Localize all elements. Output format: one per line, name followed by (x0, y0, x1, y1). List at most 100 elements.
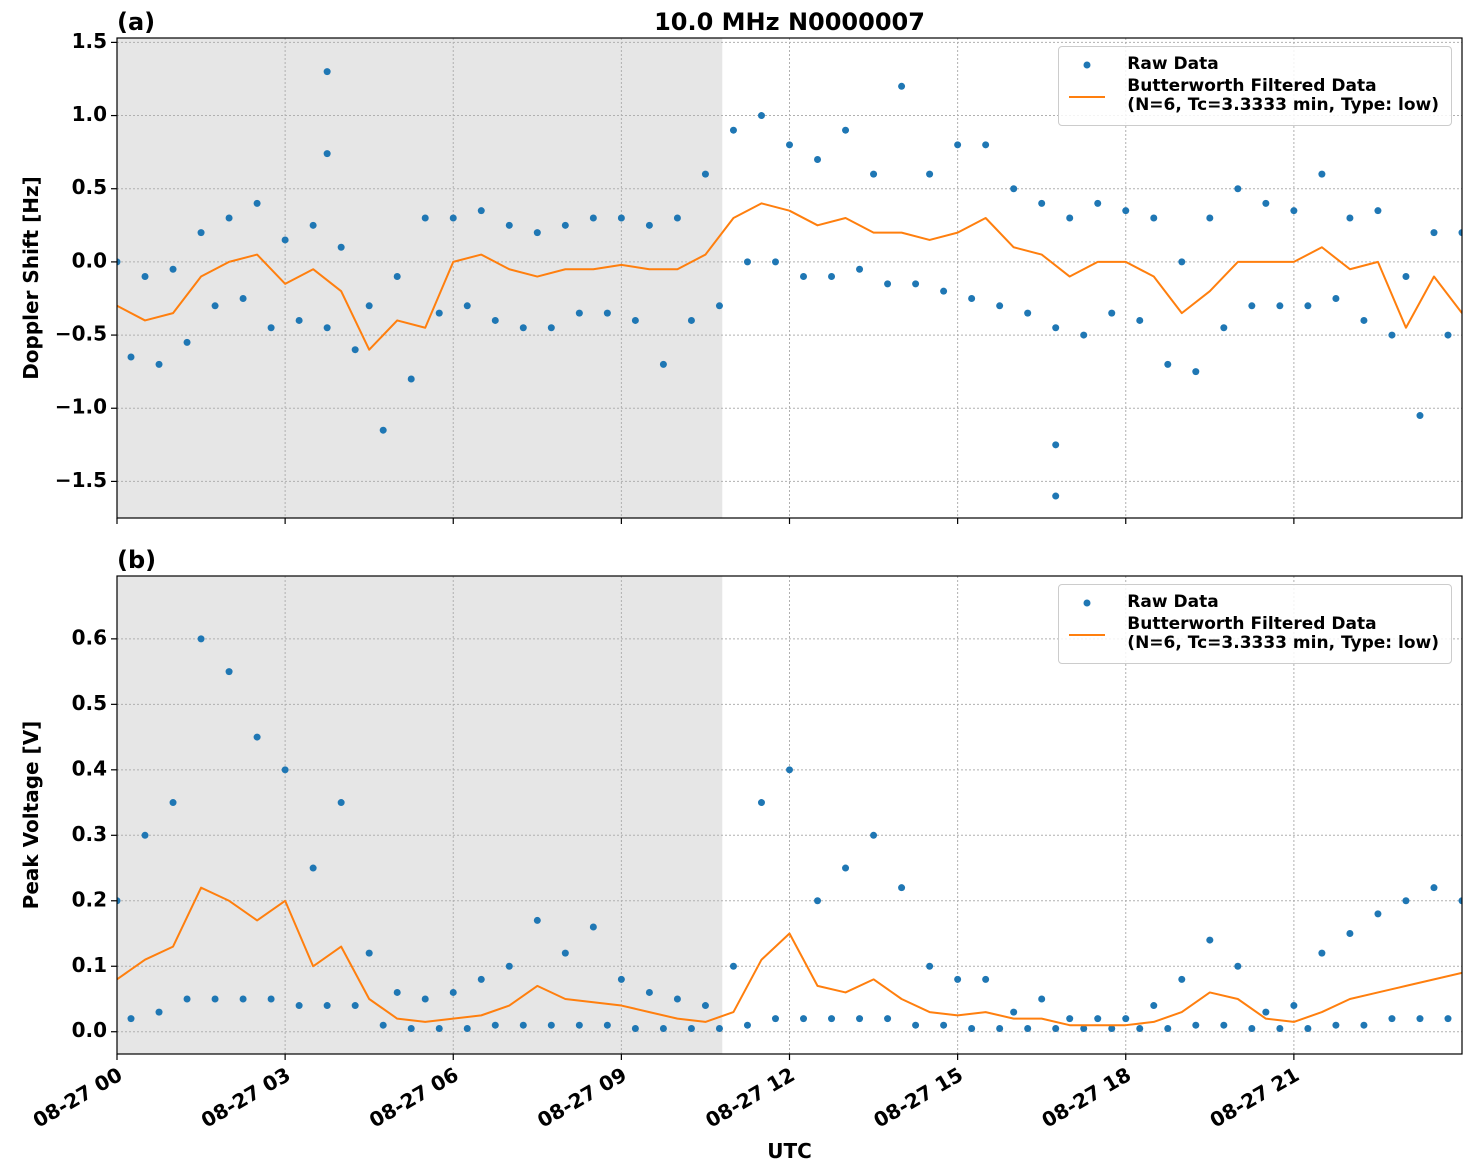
raw-point (1178, 258, 1186, 266)
raw-point (435, 309, 443, 317)
raw-point (519, 1021, 527, 1029)
raw-point (127, 353, 135, 361)
raw-point (295, 1002, 303, 1010)
raw-point (856, 265, 864, 273)
raw-point (1318, 949, 1326, 957)
legend-key (1069, 625, 1106, 645)
y-tick-label: 0.5 (72, 175, 107, 199)
raw-point (1108, 309, 1116, 317)
raw-point (659, 360, 667, 368)
filtered-line (117, 202, 1462, 351)
legend-entry: Butterworth Filtered Data (N=6, Tc=3.333… (1069, 77, 1439, 115)
raw-point (982, 975, 990, 983)
raw-point (701, 1002, 709, 1010)
y-axis-label: Doppler Shift [Hz] (19, 176, 43, 380)
y-tick-label: 1.5 (72, 29, 107, 53)
raw-point (365, 949, 373, 957)
legend-label: Raw Data (1127, 54, 1219, 74)
raw-point (561, 221, 569, 229)
raw-point (211, 302, 219, 310)
raw-point (505, 221, 513, 229)
raw-point (1388, 331, 1396, 339)
raw-point (1094, 199, 1102, 207)
raw-point (842, 126, 850, 134)
raw-point (1458, 897, 1462, 905)
raw-point (940, 1021, 948, 1029)
raw-point (225, 214, 233, 222)
raw-point (1192, 1021, 1200, 1029)
raw-point (1360, 1021, 1368, 1029)
raw-point (1318, 170, 1326, 178)
raw-point (800, 273, 808, 281)
x-tick-label: 08-27 03 (197, 1062, 295, 1132)
raw-point (239, 995, 247, 1003)
raw-point (561, 949, 569, 957)
raw-point (1052, 492, 1060, 500)
raw-point (449, 214, 457, 222)
raw-point (996, 302, 1004, 310)
raw-point (1374, 910, 1382, 918)
raw-point (1052, 441, 1060, 449)
y-tick-label: 0.2 (72, 887, 107, 911)
raw-point (351, 346, 359, 354)
raw-point (757, 112, 765, 120)
raw-point (533, 916, 541, 924)
raw-point (1066, 1015, 1074, 1023)
raw-point (1416, 412, 1424, 420)
raw-point (617, 214, 625, 222)
raw-point (631, 316, 639, 324)
x-tick-label: 08-27 09 (533, 1062, 631, 1132)
legend-key-icon (1083, 61, 1091, 69)
raw-point (786, 141, 793, 149)
raw-point (1108, 1024, 1116, 1032)
raw-point (1416, 1015, 1424, 1023)
raw-point (1430, 229, 1438, 237)
raw-point (1276, 302, 1284, 310)
y-tick-label: 0.1 (72, 953, 107, 977)
raw-point (1262, 1008, 1270, 1016)
raw-point (954, 975, 962, 983)
y-tick-label: 0.5 (72, 691, 107, 715)
raw-point (800, 1015, 808, 1023)
raw-point (463, 1024, 471, 1032)
raw-point (603, 1021, 611, 1029)
raw-point (575, 309, 583, 317)
raw-point (463, 302, 471, 310)
raw-point (323, 150, 331, 158)
raw-point (1276, 1024, 1284, 1032)
raw-point (1024, 1024, 1032, 1032)
raw-point (1304, 302, 1312, 310)
legend-label: Butterworth Filtered Data (N=6, Tc=3.333… (1127, 614, 1439, 653)
raw-point (379, 1021, 387, 1029)
raw-point (870, 170, 878, 178)
y-tick-label: −1.5 (55, 468, 107, 492)
raw-point (323, 68, 331, 76)
x-axis-label: UTC (767, 1139, 812, 1163)
raw-point (1220, 324, 1228, 332)
raw-point (912, 280, 920, 288)
axes-frame (116, 37, 1463, 519)
shaded-span (117, 576, 723, 1054)
raw-point (575, 1021, 583, 1029)
raw-point (898, 884, 906, 892)
raw-point (743, 258, 751, 266)
raw-point (603, 309, 611, 317)
raw-point (926, 962, 934, 970)
raw-point (267, 324, 275, 332)
raw-point (856, 1015, 864, 1023)
raw-point (729, 126, 737, 134)
legend-label: Raw Data (1127, 592, 1219, 612)
raw-point (547, 324, 555, 332)
legend-key (1069, 593, 1105, 613)
raw-point (1430, 884, 1438, 892)
raw-point (281, 236, 289, 244)
x-tick-label: 08-27 12 (701, 1062, 799, 1132)
raw-point (870, 831, 878, 839)
raw-point (393, 988, 401, 996)
raw-point (309, 864, 317, 872)
raw-point (1080, 331, 1088, 339)
raw-point (1164, 1024, 1172, 1032)
raw-point (982, 141, 990, 149)
raw-point (1136, 316, 1144, 324)
